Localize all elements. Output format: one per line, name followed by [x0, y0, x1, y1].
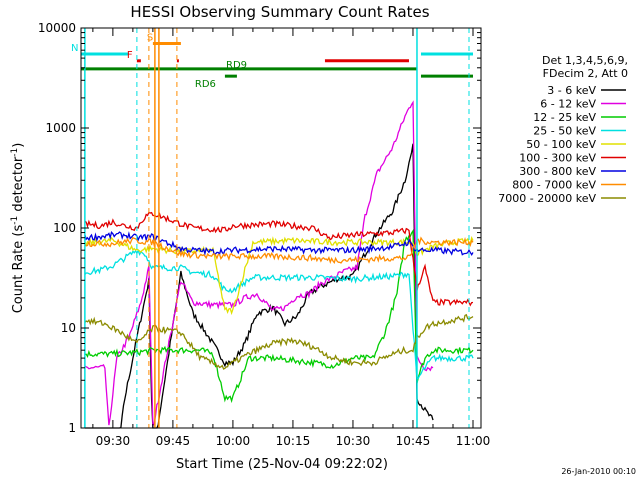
- flag-label-7: RD6: [195, 79, 216, 90]
- flag-label-1: N: [71, 43, 78, 54]
- y-tick-label-4: 10000: [38, 21, 76, 35]
- x-tick-label-2: 10:00: [216, 434, 251, 448]
- y-axis-label-sup1: -1: [10, 216, 20, 225]
- flag-layer: S N F RD9 RD6: [71, 32, 473, 90]
- legend: Det 1,3,4,5,6,9,FDecim 2, Att 0 3 - 6 keV…: [498, 54, 628, 205]
- flag-label-6: RD9: [226, 60, 247, 71]
- axis-layer: 09:30 09:45 10:00 10:15 10:30 10:45 11:00 1 10 10…: [38, 21, 490, 448]
- legend-entry-6: 300 - 800 keV: [519, 165, 596, 178]
- legend-entry-2: 12 - 25 keV: [533, 111, 596, 124]
- legend-entry-3: 25 - 50 keV: [533, 125, 596, 138]
- y-axis-label-sup2: -1: [10, 148, 20, 157]
- series-line-3: [84, 248, 474, 380]
- series-line-8: [84, 313, 474, 370]
- y-axis-label-suffix: ): [11, 143, 26, 148]
- y-tick-label-1: 10: [61, 321, 76, 335]
- flag-label-0: S: [147, 32, 153, 43]
- x-tick-label-6: 11:00: [456, 434, 491, 448]
- x-axis-label: Start Time (25-Nov-04 09:22:02): [176, 457, 388, 472]
- series-line-1: [84, 100, 434, 429]
- legend-entry-5: 100 - 300 keV: [519, 152, 596, 165]
- chart-title: HESSI Observing Summary Count Rates: [130, 3, 429, 21]
- series-line-2: [84, 228, 474, 404]
- y-tick-label-2: 100: [53, 221, 76, 235]
- legend-entry-1: 6 - 12 keV: [540, 98, 596, 111]
- x-tick-label-1: 09:45: [156, 434, 191, 448]
- series-line-5: [84, 211, 474, 307]
- legend-entry-8: 7000 - 20000 keV: [498, 192, 596, 205]
- legend-header-0: Det 1,3,4,5,6,9,: [542, 54, 628, 67]
- legend-entry-4: 50 - 100 keV: [526, 138, 596, 151]
- x-tick-label-3: 10:15: [276, 434, 311, 448]
- series-line-0: [84, 143, 434, 429]
- series-line-7: [84, 236, 474, 264]
- legend-header-1: FDecim 2, Att 0: [543, 67, 628, 80]
- series-line-6: [84, 230, 474, 256]
- x-tick-label-5: 10:45: [396, 434, 431, 448]
- y-tick-label-3: 1000: [45, 121, 76, 135]
- flag-label-2: F: [127, 50, 133, 61]
- data-layer: [84, 100, 474, 429]
- footer-date: 26-Jan-2010 00:10: [561, 467, 636, 476]
- y-tick-label-0: 1: [68, 421, 76, 435]
- y-axis-label-prefix: Count Rate (s: [11, 225, 26, 314]
- x-tick-label-0: 09:30: [96, 434, 131, 448]
- y-axis-label-mid: detector: [11, 156, 26, 216]
- x-tick-label-4: 10:30: [336, 434, 371, 448]
- legend-entry-0: 3 - 6 keV: [547, 84, 596, 97]
- y-axis-label: Count Rate (s-1 detector-1): [10, 143, 26, 314]
- legend-entry-7: 800 - 7000 keV: [512, 179, 596, 192]
